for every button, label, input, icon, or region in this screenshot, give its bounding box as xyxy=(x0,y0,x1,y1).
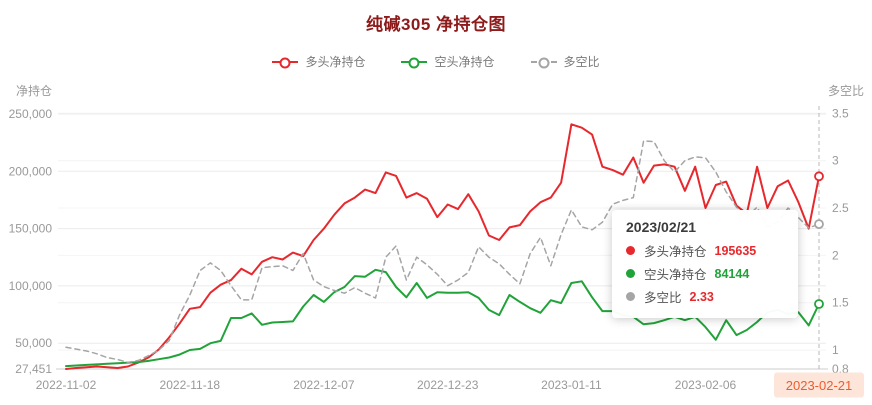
legend: 多头净持仓 空头净持仓 多空比 xyxy=(0,53,872,70)
svg-text:1: 1 xyxy=(832,343,839,357)
end-marker-ratio xyxy=(814,219,824,230)
x-label-current: 2023-02-21 xyxy=(786,378,853,393)
gridlines xyxy=(58,112,826,351)
svg-text:2.5: 2.5 xyxy=(832,201,849,215)
legend-label: 多空比 xyxy=(563,55,600,69)
legend-label: 空头净持仓 xyxy=(434,55,495,69)
y-axis-labels-left: 27,451 50,000 100,000 150,000 200,000 250,000 xyxy=(9,107,53,376)
svg-text:250,000: 250,000 xyxy=(9,107,53,121)
x-label: 2023-02-06 xyxy=(675,378,737,392)
series-dot-icon xyxy=(626,246,635,255)
tooltip-label: 空头净持仓 xyxy=(644,268,707,282)
y-axis-labels-right: 0.811.522.533.5 xyxy=(832,106,849,376)
tooltip-value: 2.33 xyxy=(689,289,714,304)
svg-text:1.5: 1.5 xyxy=(832,296,849,310)
legend-line-icon xyxy=(272,57,299,68)
tooltip-row: 多空比 2.33 xyxy=(626,287,784,306)
svg-text:3: 3 xyxy=(832,154,839,168)
chart-title: 纯碱305 净持仓图 xyxy=(365,15,507,34)
legend-item-long[interactable]: 多头净持仓 xyxy=(272,53,365,70)
x-label: 2023-01-11 xyxy=(541,378,602,392)
series-dot-icon xyxy=(626,269,635,278)
svg-text:200,000: 200,000 xyxy=(9,164,53,178)
svg-text:150,000: 150,000 xyxy=(9,222,53,236)
end-marker-short xyxy=(814,299,824,309)
svg-text:3.5: 3.5 xyxy=(832,106,849,120)
tooltip-value: 84144 xyxy=(714,266,750,281)
line-ratio xyxy=(65,140,820,364)
x-label: 2022-11-02 xyxy=(36,378,97,392)
tooltip-value: 195635 xyxy=(714,243,757,258)
legend-line-icon xyxy=(530,57,557,68)
left-axis-name: 净持仓 xyxy=(16,84,53,98)
legend-label: 多头净持仓 xyxy=(305,55,366,69)
x-label: 2022-12-23 xyxy=(417,378,479,392)
right-axis-name: 多空比 xyxy=(828,84,865,98)
legend-item-short[interactable]: 空头净持仓 xyxy=(401,53,495,70)
legend-line-icon xyxy=(401,57,428,68)
x-label: 2022-12-07 xyxy=(293,378,355,392)
tooltip-row: 多头净持仓 195635 xyxy=(626,241,784,260)
x-label-highlight xyxy=(774,372,864,398)
svg-text:27,451: 27,451 xyxy=(15,362,52,376)
x-label: 2022-11-18 xyxy=(160,378,221,392)
tooltip: 2023/02/21 多头净持仓 195635 空头净持仓 84144 多空比 … xyxy=(612,210,798,318)
legend-ring-icon xyxy=(279,57,291,68)
legend-item-ratio[interactable]: 多空比 xyxy=(530,53,600,70)
svg-text:50,000: 50,000 xyxy=(15,336,52,350)
line-long xyxy=(65,123,820,370)
svg-text:100,000: 100,000 xyxy=(9,279,53,293)
tooltip-row: 空头净持仓 84144 xyxy=(626,264,784,283)
x-axis-labels: 2022-11-02 2022-11-18 2022-12-07 2022-12-23… xyxy=(36,372,864,398)
series-dot-icon xyxy=(626,292,635,301)
tooltip-label: 多头净持仓 xyxy=(644,245,707,259)
legend-ring-icon xyxy=(408,57,420,68)
legend-ring-icon xyxy=(538,57,549,68)
svg-text:2: 2 xyxy=(832,248,839,262)
tooltip-date: 2023/02/21 xyxy=(626,219,697,235)
tooltip-label: 多空比 xyxy=(644,291,682,305)
end-marker-long xyxy=(814,171,824,182)
